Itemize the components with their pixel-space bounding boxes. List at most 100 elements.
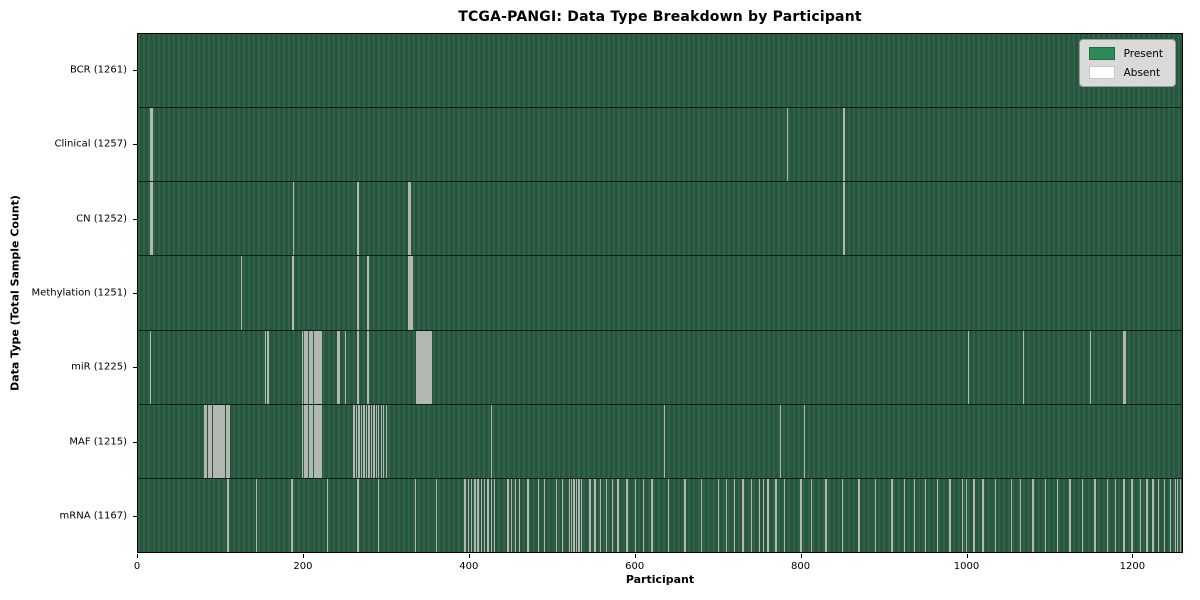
absent-cell-stripe: [1032, 478, 1034, 552]
absent-cell-stripe: [431, 330, 433, 404]
legend-entry-present: Present: [1088, 47, 1163, 60]
absent-cell-stripe: [700, 478, 703, 552]
absent-cell-stripe: [518, 478, 521, 552]
absent-cell-stripe: [357, 256, 359, 330]
absent-cell-stripe: [303, 330, 305, 404]
x-tick-mark: [137, 554, 138, 558]
absent-cell-stripe: [320, 404, 322, 478]
absent-cell-stripe: [229, 404, 231, 478]
absent-cell-stripe: [527, 478, 529, 552]
absent-cell-stripe: [725, 478, 728, 552]
y-tick-mark: [133, 70, 137, 71]
absent-cell-stripe: [490, 404, 493, 478]
absent-cell-stripe: [684, 478, 686, 552]
absent-cell-stripe: [1157, 478, 1160, 552]
absent-cell-stripe: [803, 404, 806, 478]
x-tick-label: 800: [791, 561, 811, 572]
heatmap-row-mir: [138, 330, 1182, 405]
absent-cell-stripe: [611, 478, 613, 552]
absent-cell-stripe: [763, 478, 765, 552]
absent-cell-stripe: [207, 404, 209, 478]
absent-cell-stripe: [1056, 478, 1059, 552]
absent-cell-stripe: [470, 478, 473, 552]
absent-cell-stripe: [414, 478, 416, 552]
y-tick-label-methylation: Methylation (1251): [31, 287, 127, 299]
absent-cell-stripe: [315, 404, 317, 478]
absent-cell-stripe: [150, 108, 152, 182]
heatmap-row-bcr: [138, 34, 1182, 109]
x-tick-mark: [302, 554, 304, 558]
legend-swatch-absent: [1088, 66, 1115, 79]
absent-cell-stripe: [1019, 478, 1022, 552]
absent-cell-stripe: [209, 404, 211, 478]
absent-cell-stripe: [227, 478, 229, 552]
absent-cell-stripe: [825, 478, 827, 552]
absent-cell-stripe: [316, 330, 319, 404]
absent-cell-stripe: [426, 330, 428, 404]
absent-cell-stripe: [605, 478, 608, 552]
absent-cell-stripe: [568, 478, 570, 552]
absent-cell-stripe: [1123, 478, 1125, 552]
absent-cell-stripe: [561, 478, 564, 552]
absent-cell-stripe: [373, 404, 375, 478]
absent-cell-stripe: [1131, 478, 1133, 552]
absent-cell-stripe: [1114, 478, 1117, 552]
absent-cell-stripe: [626, 478, 628, 552]
absent-cell-stripe: [360, 404, 363, 478]
chart-title: TCGA-PANGI: Data Type Breakdown by Parti…: [458, 9, 862, 25]
absent-cell-stripe: [843, 108, 845, 182]
absent-cell-stripe: [767, 478, 769, 552]
absent-cell-stripe: [578, 478, 580, 552]
absent-cell-stripe: [936, 478, 939, 552]
absent-cell-stripe: [311, 330, 314, 404]
absent-cell-stripe: [1177, 478, 1179, 552]
absent-cell-stripe: [367, 330, 369, 404]
y-tick-label-bcr: BCR (1261): [69, 64, 127, 76]
absent-cell-stripe: [224, 404, 226, 478]
absent-cell-stripe: [375, 404, 377, 478]
absent-cell-stripe: [383, 404, 385, 478]
x-tick-mark: [800, 554, 802, 558]
absent-cell-stripe: [357, 182, 359, 256]
legend-label-present: Present: [1123, 47, 1163, 60]
absent-cell-stripe: [210, 404, 213, 478]
absent-cell-stripe: [310, 404, 312, 478]
absent-cell-stripe: [149, 182, 151, 256]
x-tick-mark: [468, 554, 470, 558]
absent-cell-stripe: [219, 404, 221, 478]
absent-cell-stripe: [464, 478, 466, 552]
absent-cell-stripe: [811, 478, 813, 552]
absent-cell-stripe: [800, 478, 802, 552]
y-tick-mark: [133, 144, 137, 145]
absent-cell-stripe: [742, 478, 744, 552]
absent-cell-stripe: [1081, 478, 1084, 552]
x-tick-label: 1000: [953, 561, 980, 572]
absent-cell-stripe: [357, 478, 359, 552]
legend-swatch-present: [1088, 47, 1115, 60]
x-tick-mark: [966, 554, 968, 558]
absent-cell-stripe: [212, 404, 214, 478]
absent-cell-stripe: [355, 404, 358, 478]
absent-cell-stripe: [365, 404, 368, 478]
absent-cell-stripe: [205, 404, 208, 478]
absent-cell-stripe: [151, 108, 153, 182]
absent-cell-stripe: [543, 478, 546, 552]
absent-cell-stripe: [308, 404, 310, 478]
absent-cell-stripe: [422, 330, 425, 404]
x-tick-label: 200: [293, 561, 313, 572]
absent-cell-stripe: [225, 404, 228, 478]
absent-cell-stripe: [320, 330, 322, 404]
absent-cell-stripe: [537, 478, 540, 552]
absent-cell-stripe: [385, 404, 387, 478]
absent-cell-stripe: [651, 478, 653, 552]
absent-cell-stripe: [787, 108, 789, 182]
heatmap-row-clinical: [138, 108, 1182, 183]
absent-cell-stripe: [961, 478, 964, 552]
heatmap-row-methylation: [138, 256, 1182, 331]
absent-cell-stripe: [305, 330, 307, 404]
absent-cell-stripe: [490, 478, 493, 552]
absent-cell-stripe: [264, 330, 267, 404]
absent-cell-stripe: [378, 478, 380, 552]
absent-cell-stripe: [222, 404, 224, 478]
